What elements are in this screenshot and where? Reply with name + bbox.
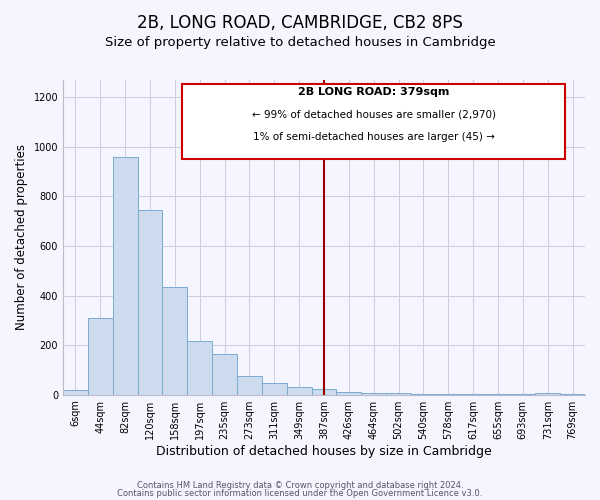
Bar — [287, 386, 311, 394]
Text: 1% of semi-detached houses are larger (45) →: 1% of semi-detached houses are larger (4… — [253, 132, 494, 142]
Text: ← 99% of detached houses are smaller (2,970): ← 99% of detached houses are smaller (2,… — [252, 110, 496, 120]
Text: Size of property relative to detached houses in Cambridge: Size of property relative to detached ho… — [104, 36, 496, 49]
Text: Contains HM Land Registry data © Crown copyright and database right 2024.: Contains HM Land Registry data © Crown c… — [137, 480, 463, 490]
Bar — [137, 210, 163, 394]
Bar — [535, 392, 560, 394]
Bar — [88, 318, 113, 394]
Y-axis label: Number of detached properties: Number of detached properties — [15, 144, 28, 330]
Bar — [237, 376, 262, 394]
Text: 2B, LONG ROAD, CAMBRIDGE, CB2 8PS: 2B, LONG ROAD, CAMBRIDGE, CB2 8PS — [137, 14, 463, 32]
Bar — [163, 287, 187, 395]
Text: 2B LONG ROAD: 379sqm: 2B LONG ROAD: 379sqm — [298, 88, 449, 98]
Bar — [311, 388, 337, 394]
Bar — [187, 342, 212, 394]
FancyBboxPatch shape — [182, 84, 565, 160]
X-axis label: Distribution of detached houses by size in Cambridge: Distribution of detached houses by size … — [156, 444, 492, 458]
Text: Contains public sector information licensed under the Open Government Licence v3: Contains public sector information licen… — [118, 490, 482, 498]
Bar — [212, 354, 237, 395]
Bar — [337, 392, 361, 394]
Bar — [361, 392, 386, 394]
Bar — [113, 157, 137, 394]
Bar — [262, 383, 287, 394]
Bar — [63, 390, 88, 394]
